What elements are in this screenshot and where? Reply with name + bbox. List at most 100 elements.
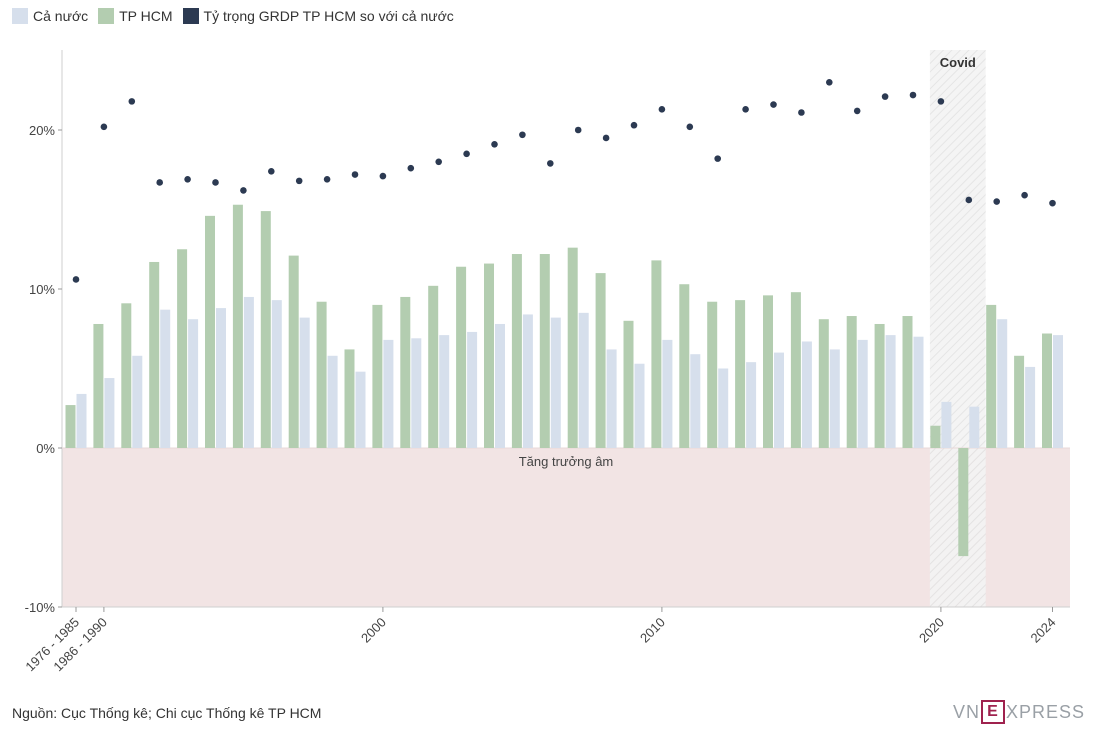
dot-ty-trong (435, 158, 443, 166)
dot-ty-trong (602, 134, 610, 142)
dot-ty-trong (714, 155, 721, 162)
dot-ty-trong (519, 131, 526, 139)
bar-ca-nuoc (774, 352, 784, 448)
bar-ca-nuoc (160, 309, 171, 448)
bar-ca-nuoc (578, 312, 589, 448)
bar-ca-nuoc (104, 378, 115, 448)
bar-ca-nuoc (801, 341, 812, 448)
bar-tp-hcm (679, 284, 690, 448)
dot-ty-trong (100, 123, 108, 131)
dot-ty-trong (268, 168, 275, 175)
bar-ca-nuoc (522, 314, 533, 448)
legend-item-ca-nuoc: Cả nước (12, 8, 88, 24)
dot-ty-trong (1021, 191, 1028, 199)
bar-tp-hcm (595, 273, 606, 448)
bar-ca-nuoc (662, 339, 673, 448)
bar-ca-nuoc (634, 363, 645, 448)
bar-ca-nuoc (188, 319, 199, 448)
bar-ca-nuoc (997, 319, 1008, 448)
bar-ca-nuoc (216, 308, 226, 448)
bar-ca-nuoc (467, 331, 478, 448)
bar-ca-nuoc (690, 354, 701, 448)
legend-item-ty-trong: Tỷ trọng GRDP TP HCM so với cả nước (182, 8, 454, 24)
bar-tp-hcm (790, 292, 801, 448)
bar-ca-nuoc (606, 349, 617, 448)
bar-ca-nuoc (1025, 366, 1036, 448)
bar-tp-hcm (428, 285, 439, 448)
bar-tp-hcm (958, 448, 969, 557)
covid-label: Covid (940, 55, 976, 70)
bar-ca-nuoc (383, 339, 394, 448)
bar-ca-nuoc (550, 317, 561, 448)
dot-ty-trong (686, 123, 694, 131)
bar-tp-hcm (260, 211, 271, 448)
bar-tp-hcm (484, 263, 494, 448)
bar-tp-hcm (511, 254, 522, 448)
bar-tp-hcm (930, 425, 941, 448)
bar-ca-nuoc (243, 296, 254, 448)
bar-tp-hcm (818, 319, 829, 448)
bar-tp-hcm (344, 349, 355, 448)
dot-ty-trong (770, 101, 777, 108)
bar-ca-nuoc (355, 371, 366, 448)
bar-tp-hcm (400, 296, 411, 448)
y-tick-label: 20% (29, 123, 55, 138)
dot-ty-trong (323, 175, 331, 183)
bar-tp-hcm (456, 266, 467, 448)
dot-ty-trong (240, 187, 247, 194)
legend-swatch-ca-nuoc (12, 8, 28, 24)
x-tick-label: 2024 (1028, 615, 1059, 646)
brand-text-right: XPRESS (1005, 701, 1085, 722)
bar-tp-hcm (846, 316, 857, 448)
y-tick-label: -10% (25, 600, 56, 615)
y-tick-label: 0% (36, 441, 55, 456)
bar-ca-nuoc (327, 355, 338, 448)
bar-ca-nuoc (1053, 335, 1063, 448)
bar-tp-hcm (93, 323, 104, 448)
dot-ty-trong (351, 171, 359, 178)
dot-ty-trong (463, 150, 470, 158)
bar-tp-hcm (65, 405, 76, 448)
bar-ca-nuoc (857, 339, 868, 448)
bar-tp-hcm (288, 255, 299, 448)
bar-tp-hcm (1014, 355, 1025, 448)
dot-ty-trong (1049, 199, 1056, 207)
bar-tp-hcm (149, 261, 160, 448)
brand-logo: VN E XPRESS (953, 700, 1085, 724)
dot-ty-trong (72, 276, 80, 283)
dot-ty-trong (937, 98, 945, 105)
brand-text-left: VN (952, 701, 980, 722)
bar-tp-hcm (623, 320, 634, 448)
bar-ca-nuoc (913, 336, 924, 448)
bar-ca-nuoc (969, 406, 980, 448)
bar-ca-nuoc (885, 335, 896, 448)
negative-zone-label: Tăng trưởng âm (519, 454, 614, 469)
bar-ca-nuoc (746, 362, 757, 448)
dot-ty-trong (547, 160, 554, 167)
bar-tp-hcm (121, 303, 132, 448)
dot-ty-trong (212, 179, 219, 186)
dot-ty-trong (379, 172, 387, 180)
bar-tp-hcm (707, 301, 718, 448)
dot-ty-trong (630, 121, 638, 129)
brand-e-box: E (980, 700, 1005, 724)
y-tick-label: 10% (29, 282, 55, 297)
bar-tp-hcm (651, 260, 662, 448)
bar-tp-hcm (986, 304, 997, 448)
bar-tp-hcm (735, 300, 746, 448)
legend-swatch-tp-hcm (98, 8, 115, 24)
dot-ty-trong (826, 79, 833, 86)
bar-ca-nuoc (829, 349, 840, 448)
bar-ca-nuoc (271, 300, 282, 448)
dot-ty-trong (491, 141, 498, 148)
legend-label-ty-trong: Tỷ trọng GRDP TP HCM so với cả nước (203, 8, 454, 24)
dot-ty-trong (574, 126, 582, 134)
legend-label-ca-nuoc: Cả nước (33, 8, 89, 24)
bar-tp-hcm (567, 247, 578, 448)
covid-zone (929, 50, 986, 607)
dot-ty-trong (742, 106, 749, 113)
legend-swatch-ty-trong (182, 8, 199, 24)
dot-ty-trong (853, 107, 861, 115)
dot-ty-trong (156, 179, 163, 186)
